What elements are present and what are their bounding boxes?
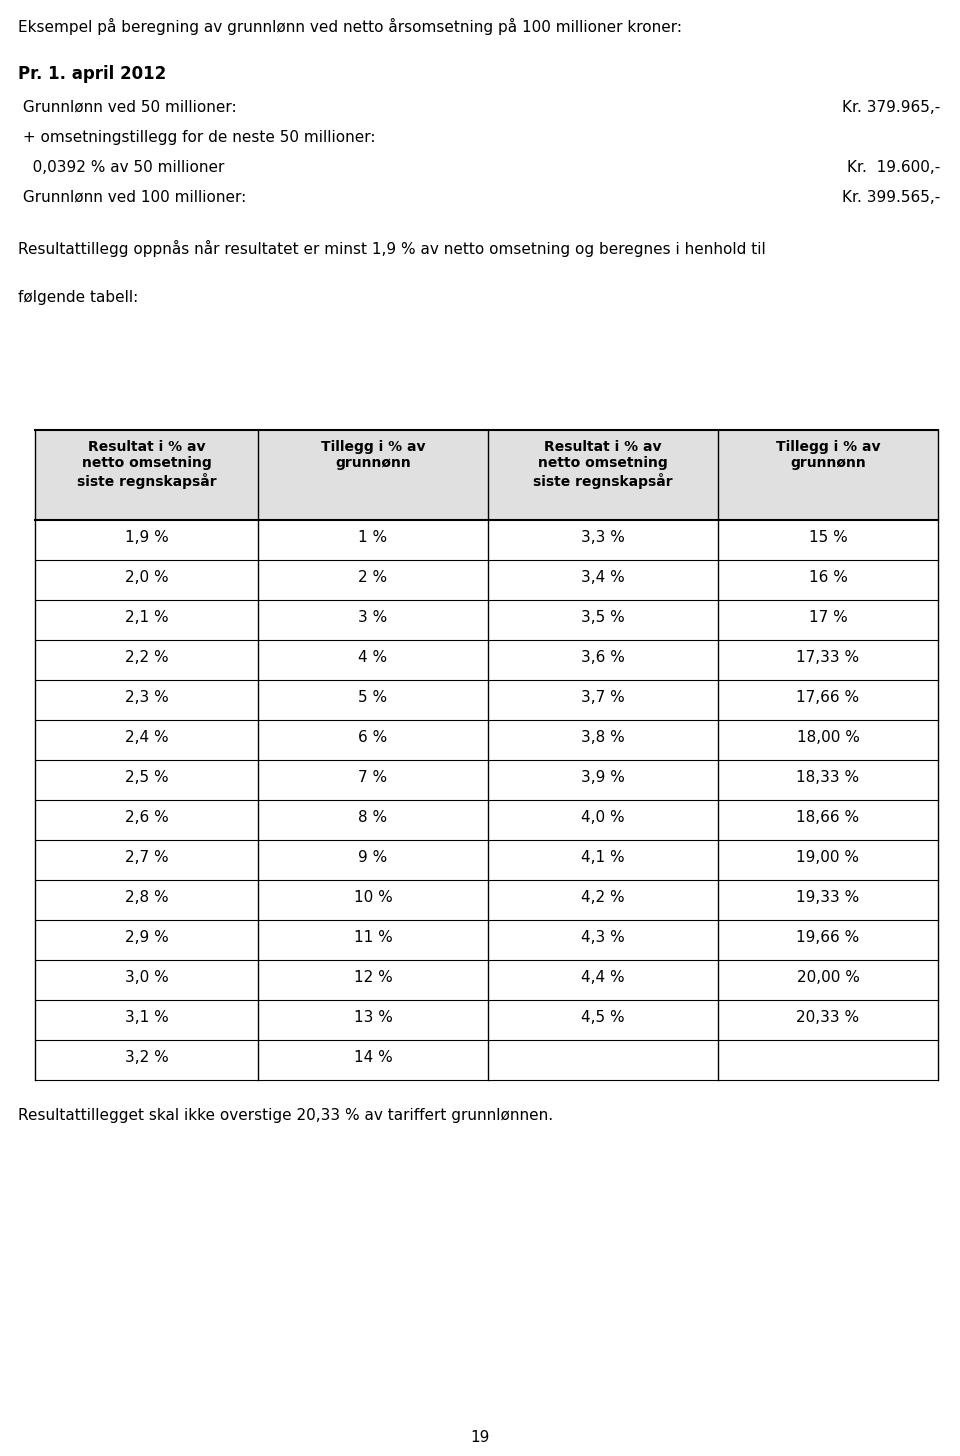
Text: 3,0 %: 3,0 % [125, 971, 168, 986]
Text: 4 %: 4 % [358, 651, 388, 665]
Text: Grunnlønn ved 50 millioner:: Grunnlønn ved 50 millioner: [18, 100, 236, 115]
Text: Tillegg i % av
grunnønn: Tillegg i % av grunnønn [776, 440, 880, 470]
Text: 2,3 %: 2,3 % [125, 690, 168, 706]
Text: 3 %: 3 % [358, 610, 388, 626]
Text: 2,5 %: 2,5 % [125, 770, 168, 785]
Text: 2,0 %: 2,0 % [125, 571, 168, 585]
Text: 17,33 %: 17,33 % [797, 651, 859, 665]
Text: Resultat i % av
netto omsetning
siste regnskapsår: Resultat i % av netto omsetning siste re… [77, 440, 216, 489]
Text: 17,66 %: 17,66 % [797, 690, 859, 706]
Text: 3,8 %: 3,8 % [581, 731, 625, 745]
Text: 4,5 %: 4,5 % [581, 1010, 625, 1025]
Text: 17 %: 17 % [808, 610, 848, 626]
Text: 4,4 %: 4,4 % [581, 971, 625, 986]
Text: 19,00 %: 19,00 % [797, 850, 859, 865]
Text: 0,0392 % av 50 millioner: 0,0392 % av 50 millioner [18, 160, 225, 175]
Text: Resultat i % av
netto omsetning
siste regnskapsår: Resultat i % av netto omsetning siste re… [533, 440, 673, 489]
Text: 3,5 %: 3,5 % [581, 610, 625, 626]
Text: Resultattillegget skal ikke overstige 20,33 % av tariffert grunnlønnen.: Resultattillegget skal ikke overstige 20… [18, 1108, 553, 1123]
Text: 6 %: 6 % [358, 731, 388, 745]
Text: 1,9 %: 1,9 % [125, 530, 168, 546]
Text: Kr. 399.565,-: Kr. 399.565,- [842, 189, 940, 205]
Text: følgende tabell:: følgende tabell: [18, 290, 138, 304]
Text: 3,9 %: 3,9 % [581, 770, 625, 785]
Text: + omsetningstillegg for de neste 50 millioner:: + omsetningstillegg for de neste 50 mill… [18, 130, 375, 146]
Text: 12 %: 12 % [353, 971, 393, 986]
Text: Tillegg i % av
grunnønn: Tillegg i % av grunnønn [321, 440, 425, 470]
Text: 16 %: 16 % [808, 571, 848, 585]
Text: Resultattillegg oppnås når resultatet er minst 1,9 % av netto omsetning og bereg: Resultattillegg oppnås når resultatet er… [18, 240, 766, 258]
Text: 2,8 %: 2,8 % [125, 891, 168, 906]
Text: 11 %: 11 % [353, 930, 393, 945]
Text: Kr. 379.965,-: Kr. 379.965,- [842, 100, 940, 115]
Text: 4,0 %: 4,0 % [581, 811, 625, 826]
Text: 3,4 %: 3,4 % [581, 571, 625, 585]
Text: 2,7 %: 2,7 % [125, 850, 168, 865]
Text: 2,4 %: 2,4 % [125, 731, 168, 745]
Text: 19,33 %: 19,33 % [797, 891, 859, 906]
Text: 14 %: 14 % [353, 1050, 393, 1066]
Text: 4,3 %: 4,3 % [581, 930, 625, 945]
Text: 2 %: 2 % [358, 571, 388, 585]
Text: 18,66 %: 18,66 % [797, 811, 859, 826]
Text: 20,00 %: 20,00 % [797, 971, 859, 986]
Text: Pr. 1. april 2012: Pr. 1. april 2012 [18, 66, 166, 83]
Text: 7 %: 7 % [358, 770, 388, 785]
Text: 3,1 %: 3,1 % [125, 1010, 168, 1025]
Text: 19: 19 [470, 1430, 490, 1444]
Text: 20,33 %: 20,33 % [797, 1010, 859, 1025]
Text: 3,6 %: 3,6 % [581, 651, 625, 665]
Bar [35, 430, 938, 520]
Text: 2,1 %: 2,1 % [125, 610, 168, 626]
Text: Eksempel på beregning av grunnlønn ved netto årsomsetning på 100 millioner krone: Eksempel på beregning av grunnlønn ved n… [18, 17, 682, 35]
Text: 2,9 %: 2,9 % [125, 930, 168, 945]
Text: 10 %: 10 % [353, 891, 393, 906]
Text: 4,1 %: 4,1 % [581, 850, 625, 865]
Text: 5 %: 5 % [358, 690, 388, 706]
Text: 4,2 %: 4,2 % [581, 891, 625, 906]
Text: Grunnlønn ved 100 millioner:: Grunnlønn ved 100 millioner: [18, 189, 247, 205]
Text: 3,2 %: 3,2 % [125, 1050, 168, 1066]
Text: 9 %: 9 % [358, 850, 388, 865]
Text: 15 %: 15 % [808, 530, 848, 546]
Text: 18,33 %: 18,33 % [797, 770, 859, 785]
Text: 13 %: 13 % [353, 1010, 393, 1025]
Text: 19,66 %: 19,66 % [797, 930, 859, 945]
Text: 8 %: 8 % [358, 811, 388, 826]
Text: 3,7 %: 3,7 % [581, 690, 625, 706]
Text: 2,6 %: 2,6 % [125, 811, 168, 826]
Text: 3,3 %: 3,3 % [581, 530, 625, 546]
Text: 18,00 %: 18,00 % [797, 731, 859, 745]
Text: 1 %: 1 % [358, 530, 388, 546]
Text: Kr.  19.600,-: Kr. 19.600,- [847, 160, 940, 175]
Text: 2,2 %: 2,2 % [125, 651, 168, 665]
